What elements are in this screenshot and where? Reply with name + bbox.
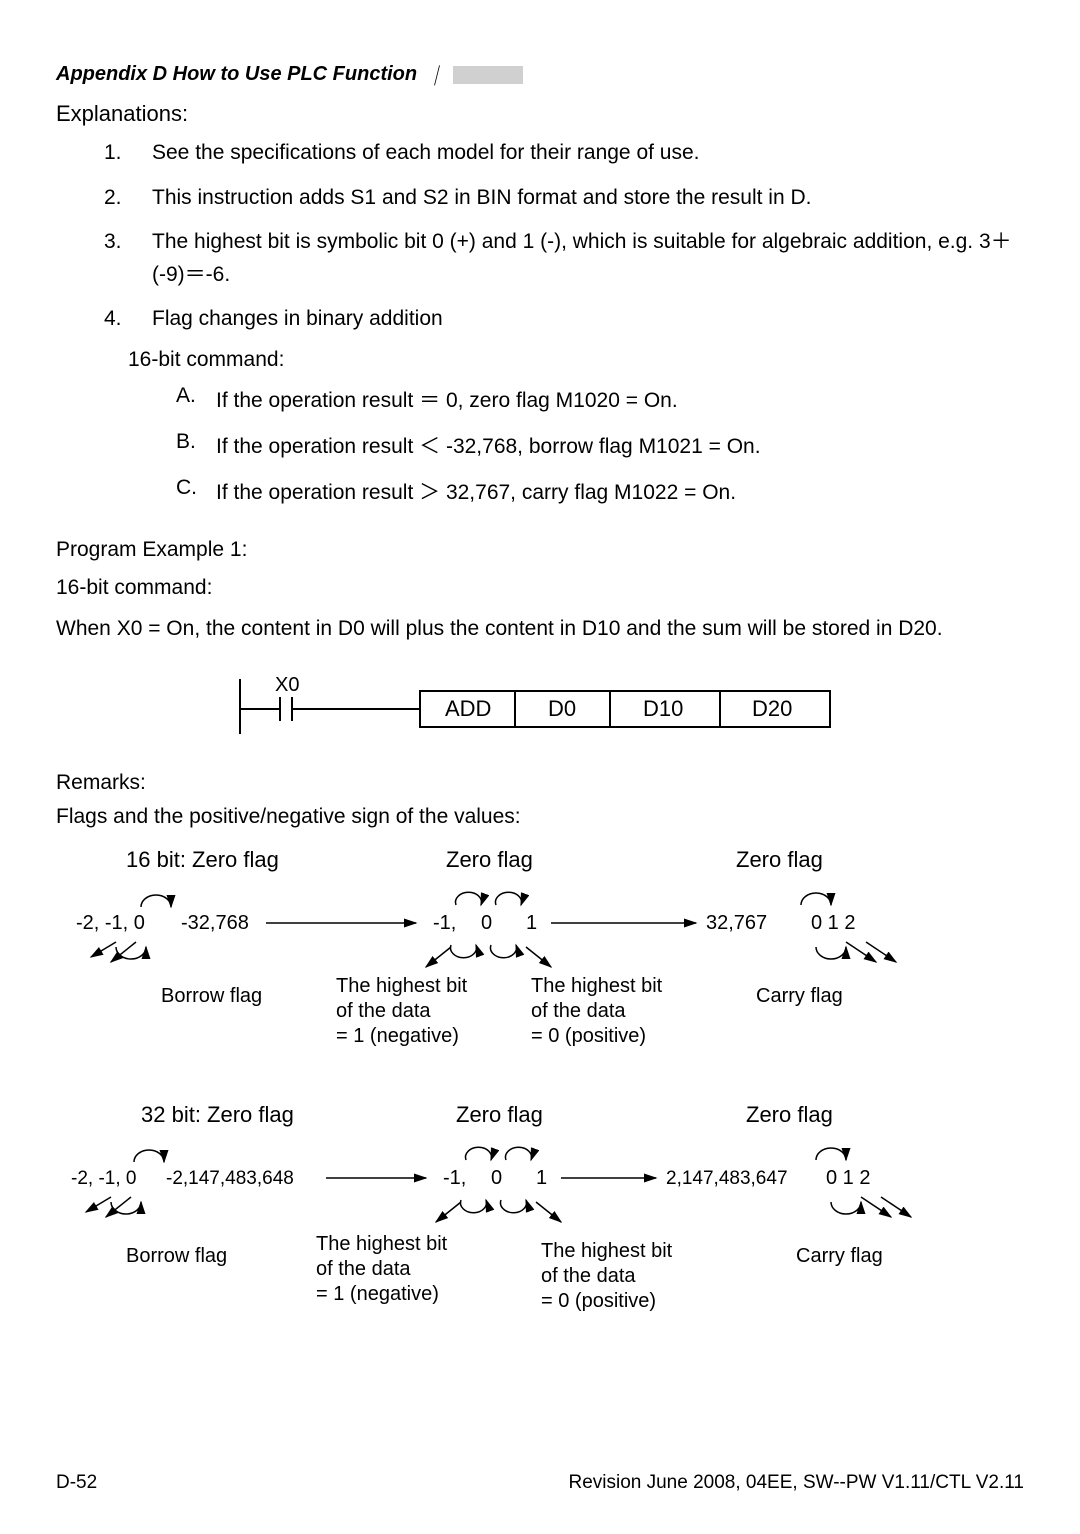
page-header: Appendix D How to Use PLC Function ｜ [56,60,1024,89]
title-mid: Zero flag [446,847,533,872]
title-right: Zero flag [736,847,823,872]
item-text: The highest bit is symbolic bit 0 (+) an… [152,226,1024,291]
alpha-item: B. If the operation result ＜ -32,768, bo… [176,430,1024,460]
right-boundary: 2,147,483,647 [666,1168,788,1189]
pos-label-line2: of the data [541,1265,636,1287]
item-text: If the operation result ＞ 32,767, carry … [216,476,736,506]
explanation-item: 2. This instruction adds S1 and S2 in BI… [104,182,1024,215]
explanation-item: 1. See the specifications of each model … [104,137,1024,170]
left-boundary: -2,147,483,648 [166,1168,294,1189]
item-number: 3. [104,226,152,291]
right-vals: 0 1 2 [826,1167,870,1189]
alpha-item: A. If the operation result ＝ 0, zero fla… [176,384,1024,414]
flag-diagram-32bit-svg: 32 bit: Zero flag Zero flag Zero flag -2… [56,1102,1016,1322]
neg-label-line3: = 1 (negative) [316,1283,439,1305]
mid-left: -1, [443,1167,466,1189]
ladder-dest: D20 [752,696,792,721]
left-vals: -2, -1, 0 [76,912,145,934]
pos-label-line3: = 0 (positive) [541,1290,656,1312]
mid-right: 1 [536,1167,547,1189]
title-left: 16 bit: Zero flag [126,847,279,872]
explanations-heading: Explanations: [56,101,1024,127]
header-logo [453,66,523,84]
neg-label-line1: The highest bit [336,975,468,997]
header-separator: ｜ [425,60,445,89]
remarks-heading: Remarks: [56,771,1024,795]
item-letter: B. [176,430,216,460]
flag-diagram-16bit-svg: 16 bit: Zero flag Zero flag Zero flag -2… [56,847,1016,1067]
item-text: This instruction adds S1 and S2 in BIN f… [152,182,1024,215]
ladder-diagram: X0 ADD D0 D10 D20 [56,669,1024,739]
program-example-sub: 16-bit command: [56,572,1024,604]
alpha-item: C. If the operation result ＞ 32,767, car… [176,476,1024,506]
footer-right: Revision June 2008, 04EE, SW--PW V1.11/C… [568,1472,1024,1494]
right-boundary: 32,767 [706,912,767,934]
ladder-op2: D10 [643,696,683,721]
carry-label: Carry flag [796,1245,883,1267]
borrow-label: Borrow flag [161,985,262,1007]
mid-left: -1, [433,912,456,934]
mid-center: 0 [481,912,492,934]
flag-diagram-32bit: 32 bit: Zero flag Zero flag Zero flag -2… [56,1102,1024,1327]
borrow-label: Borrow flag [126,1245,227,1267]
header-title: Appendix D How to Use PLC Function [56,63,417,86]
explanation-item: 3. The highest bit is symbolic bit 0 (+)… [104,226,1024,291]
left-boundary: -32,768 [181,912,249,934]
pos-label-line2: of the data [531,1000,626,1022]
explanation-item: 4. Flag changes in binary addition [104,303,1024,336]
pos-label-line1: The highest bit [541,1240,673,1262]
ladder-contact: X0 [275,674,299,696]
sixteen-bit-heading: 16-bit command: [56,348,1024,372]
program-example-text: When X0 = On, the content in D0 will plu… [56,613,1024,645]
right-vals: 0 1 2 [811,912,855,934]
flag-diagram-16bit: 16 bit: Zero flag Zero flag Zero flag -2… [56,847,1024,1072]
page-footer: D-52 Revision June 2008, 04EE, SW--PW V1… [56,1472,1024,1494]
item-letter: A. [176,384,216,414]
neg-label-line1: The highest bit [316,1233,448,1255]
left-vals: -2, -1, 0 [71,1168,136,1189]
explanations-list: 1. See the specifications of each model … [56,137,1024,336]
item-text: If the operation result ＝ 0, zero flag M… [216,384,678,414]
alpha-list: A. If the operation result ＝ 0, zero fla… [56,384,1024,506]
item-text: Flag changes in binary addition [152,303,1024,336]
title-right: Zero flag [746,1102,833,1127]
program-example-heading: Program Example 1: [56,538,1024,562]
ladder-svg: X0 ADD D0 D10 D20 [230,669,850,739]
item-number: 1. [104,137,152,170]
title-left: 32 bit: Zero flag [141,1102,294,1127]
title-mid: Zero flag [456,1102,543,1127]
pos-label-line3: = 0 (positive) [531,1025,646,1047]
neg-label-line2: of the data [316,1258,411,1280]
ladder-op1: D0 [548,696,576,721]
mid-center: 0 [491,1167,502,1189]
mid-right: 1 [526,912,537,934]
ladder-instruction: ADD [445,696,491,721]
item-number: 4. [104,303,152,336]
item-number: 2. [104,182,152,215]
remarks-text: Flags and the positive/negative sign of … [56,805,1024,829]
pos-label-line1: The highest bit [531,975,663,997]
neg-label-line3: = 1 (negative) [336,1025,459,1047]
item-letter: C. [176,476,216,506]
footer-left: D-52 [56,1472,97,1494]
item-text: See the specifications of each model for… [152,137,1024,170]
item-text: If the operation result ＜ -32,768, borro… [216,430,761,460]
neg-label-line2: of the data [336,1000,431,1022]
carry-label: Carry flag [756,985,843,1007]
